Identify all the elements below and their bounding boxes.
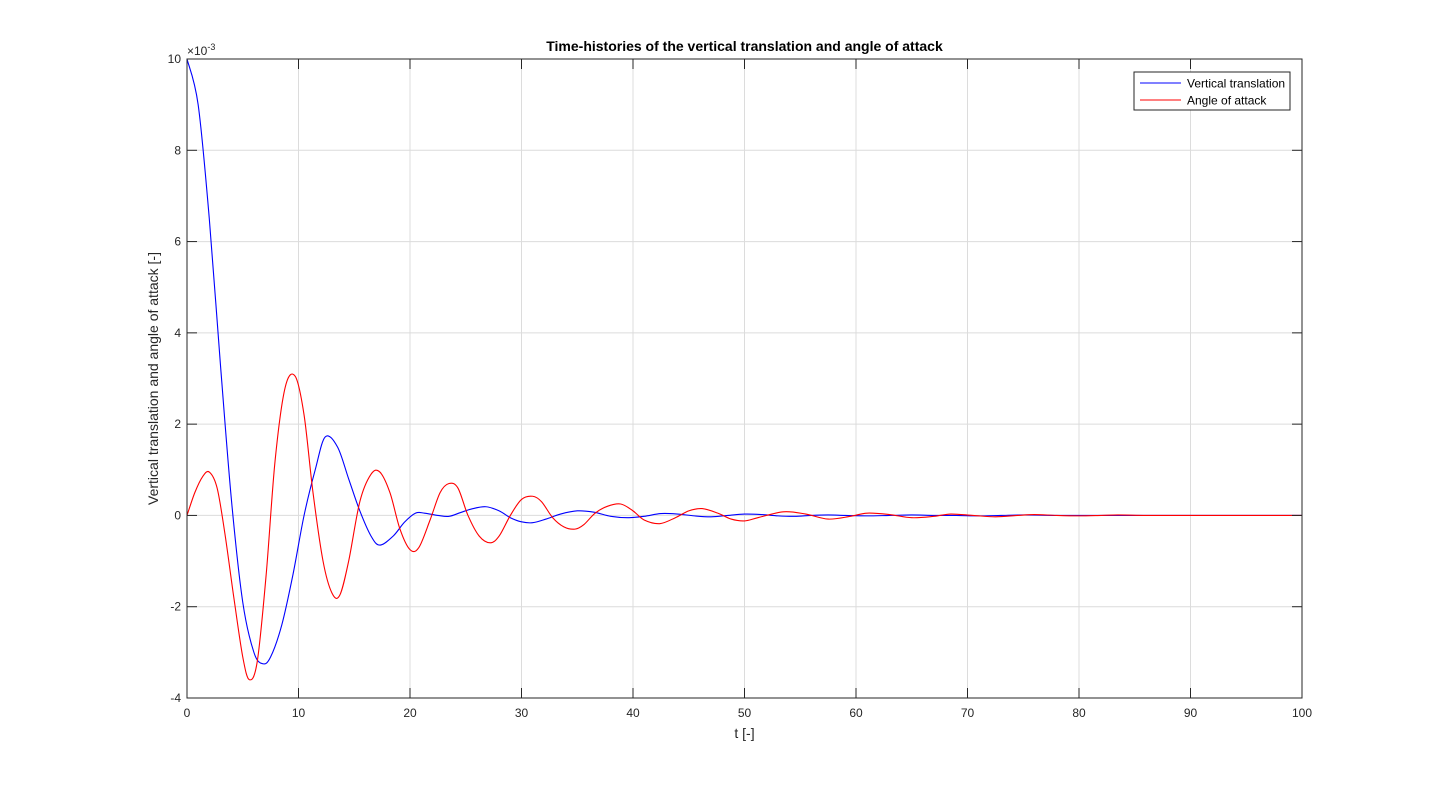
x-tick-label: 70 xyxy=(961,706,975,720)
series-line-angle-of-attack xyxy=(186,373,1302,681)
y-tick-label: 4 xyxy=(174,326,181,340)
legend: Vertical translation Angle of attack xyxy=(1133,71,1291,111)
x-tick-label: 20 xyxy=(403,706,417,720)
y-exponent-power: -3 xyxy=(207,42,215,52)
axis-ticks xyxy=(186,58,1303,699)
x-tick-label: 0 xyxy=(184,706,191,720)
x-tick-label: 100 xyxy=(1292,706,1312,720)
x-axis-label: t [-] xyxy=(734,725,754,741)
x-tick-label: 10 xyxy=(292,706,306,720)
x-tick-label: 90 xyxy=(1184,706,1198,720)
y-axis-exponent: ×10-3 xyxy=(187,42,215,58)
x-tick-label: 50 xyxy=(738,706,752,720)
series-group xyxy=(186,58,1302,681)
y-tick-label: 8 xyxy=(174,143,181,157)
y-tick-labels: -4 -2 0 2 4 6 8 10 xyxy=(168,52,182,705)
y-exponent-base: ×10 xyxy=(187,44,208,58)
x-tick-labels: 0 10 20 30 40 50 60 70 80 90 100 xyxy=(184,706,1313,720)
y-tick-label: 10 xyxy=(168,52,182,66)
y-tick-label: -4 xyxy=(170,691,181,705)
y-axis-label: Vertical translation and angle of attack… xyxy=(145,252,161,505)
x-tick-label: 30 xyxy=(515,706,529,720)
y-tick-label: 0 xyxy=(174,508,181,522)
legend-label-angle-of-attack: Angle of attack xyxy=(1187,94,1267,108)
series-line-vertical-translation xyxy=(186,58,1302,665)
x-tick-label: 80 xyxy=(1072,706,1086,720)
y-tick-label: 2 xyxy=(174,417,181,431)
legend-label-vertical-translation: Vertical translation xyxy=(1187,77,1285,91)
x-tick-label: 40 xyxy=(626,706,640,720)
chart-title: Time-histories of the vertical translati… xyxy=(546,38,943,54)
y-tick-label: -2 xyxy=(170,600,181,614)
x-tick-label: 60 xyxy=(849,706,863,720)
legend-box xyxy=(1133,71,1291,111)
y-tick-label: 6 xyxy=(174,235,181,249)
